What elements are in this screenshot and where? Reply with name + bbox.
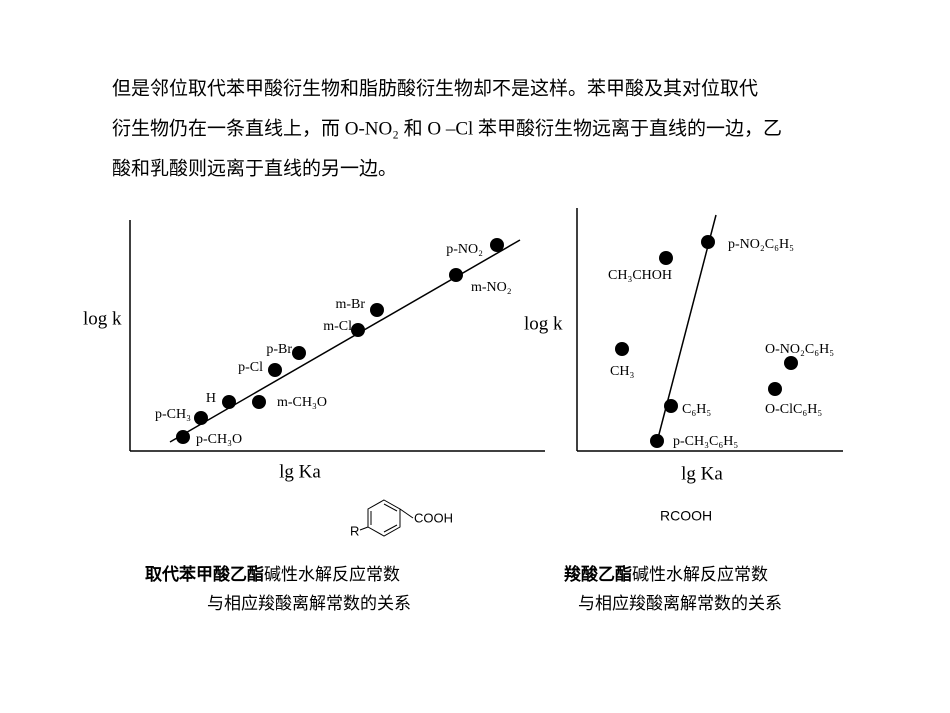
benzene-structure <box>359 499 414 537</box>
point <box>252 395 266 409</box>
point <box>659 251 673 265</box>
point-label: m-Br <box>335 297 365 312</box>
caption-bold: 羧酸乙酯 <box>564 564 632 585</box>
y-label: log k <box>83 308 122 329</box>
y-label: log k <box>524 313 563 334</box>
point <box>650 434 664 448</box>
point-label: CH₃CHOH <box>608 268 672 283</box>
substituent: R <box>350 523 359 538</box>
point <box>701 235 715 249</box>
point-label: m-CH₃O <box>277 395 327 410</box>
point <box>351 323 365 337</box>
x-label: lg Ka <box>279 461 321 482</box>
point-label: m-NO₂ <box>471 280 512 295</box>
caption: 取代苯甲酸乙酯碱性水解反应常数 <box>145 564 400 585</box>
point-label: p-CH₃C₆H₅ <box>673 434 738 449</box>
point <box>768 382 782 396</box>
point <box>222 395 236 409</box>
caption: 羧酸乙酯碱性水解反应常数 <box>564 564 768 585</box>
point <box>664 399 678 413</box>
paragraph-line: 但是邻位取代苯甲酸衍生物和脂肪酸衍生物却不是这样。苯甲酸及其对位取代 <box>112 77 758 99</box>
paragraph-line: 酸和乳酸则远离于直线的另一边。 <box>112 157 397 179</box>
point-label: C₆H₅ <box>682 402 711 417</box>
point-label: H <box>206 391 216 406</box>
point-label: p-CH₃ <box>155 407 191 422</box>
point <box>292 346 306 360</box>
caption: 与相应羧酸离解常数的关系 <box>578 594 782 614</box>
caption: 与相应羧酸离解常数的关系 <box>207 594 411 614</box>
formula: RCOOH <box>660 508 712 524</box>
trend-line <box>169 239 521 443</box>
functional-group: COOH <box>414 510 453 525</box>
caption-rest: 碱性水解反应常数 <box>632 565 768 585</box>
point <box>370 303 384 317</box>
point <box>784 356 798 370</box>
point-label: O-NO₂C₆H₅ <box>765 342 834 357</box>
caption-bold: 取代苯甲酸乙酯 <box>145 564 264 585</box>
point-label: p-Cl <box>238 360 263 375</box>
point-label: p-NO₂C₆H₅ <box>728 237 794 252</box>
point-label: O-ClC₆H₅ <box>765 402 822 417</box>
paragraph-line: 衍生物仍在一条直线上，而 O-NO₂ 和 O –Cl 苯甲酸衍生物远离于直线的一… <box>112 117 782 139</box>
caption-rest: 碱性水解反应常数 <box>264 565 400 585</box>
point-label: p-CH₃O <box>196 432 242 447</box>
point <box>194 411 208 425</box>
point <box>268 363 282 377</box>
point-label: p-Br <box>266 342 292 357</box>
point <box>176 430 190 444</box>
x-label: lg Ka <box>681 463 723 484</box>
point <box>490 238 504 252</box>
point <box>615 342 629 356</box>
point-label: CH₃ <box>610 364 634 379</box>
point-label: p-NO₂ <box>446 242 483 257</box>
point-label: m-Cl <box>323 319 352 334</box>
point <box>449 268 463 282</box>
